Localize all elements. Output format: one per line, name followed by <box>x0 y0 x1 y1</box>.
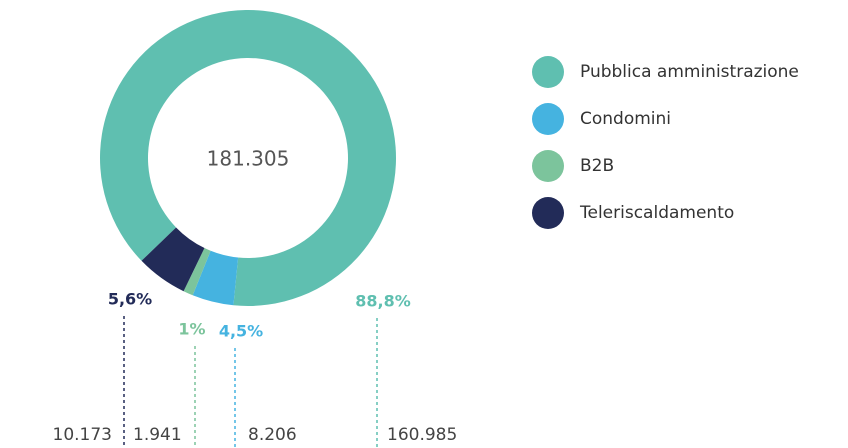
value-label: 1.941 <box>133 425 182 445</box>
value-label: 10.173 <box>53 425 112 445</box>
legend-swatch <box>532 56 564 88</box>
legend-label: Condomini <box>580 109 671 129</box>
value-label: 8.206 <box>248 425 297 445</box>
total-label: 181.305 <box>207 147 290 171</box>
percentage-label: 1% <box>178 320 205 339</box>
donut-slice <box>100 10 397 307</box>
percentage-label: 88,8% <box>355 292 411 311</box>
percentage-label: 5,6% <box>108 290 152 309</box>
value-label: 160.985 <box>387 425 457 445</box>
donut-slice <box>192 250 239 306</box>
donut-slice <box>141 227 205 292</box>
legend-label: B2B <box>580 156 614 176</box>
legend-swatch <box>532 150 564 182</box>
legend-swatch <box>532 103 564 135</box>
legend-swatch <box>532 197 564 229</box>
legend-label: Pubblica amministrazione <box>580 62 799 82</box>
donut-slice <box>183 248 211 296</box>
legend-label: Teleriscaldamento <box>579 203 734 223</box>
percentage-label: 4,5% <box>219 322 263 341</box>
